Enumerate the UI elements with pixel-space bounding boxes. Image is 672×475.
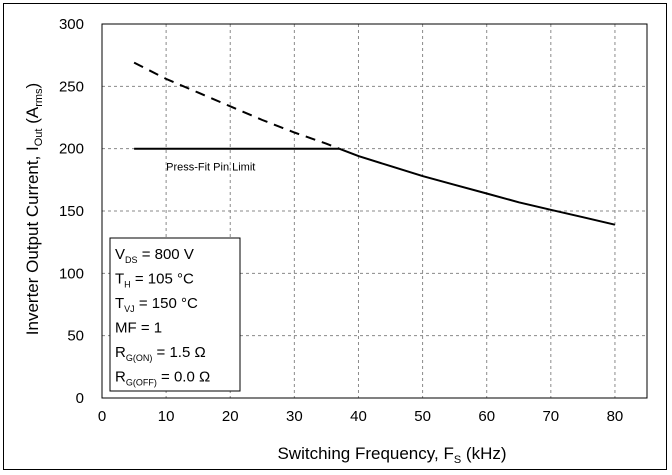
y-tick-label: 0 [76,390,84,407]
x-tick-label: 80 [607,408,624,425]
series-line-3 [338,147,616,226]
conditions-line: MF = 1 [115,320,162,337]
y-tick-label: 300 [59,16,84,33]
x-tick-label: 30 [286,408,303,425]
x-tick-label: 20 [222,408,239,425]
tick-layer: 0 10 20 30 40 50 60 70 80 0 50 100 150 200 250 300 [59,16,623,425]
y-tick-label: 50 [67,328,84,345]
x-tick-label: 0 [98,408,106,425]
x-axis-label: Switching Frequency, FS (kHz) [277,444,506,466]
x-tick-label: 10 [158,408,175,425]
conditions-box [109,237,241,392]
x-tick-label: 70 [542,408,559,425]
annotation-layer: Press-Fit Pin Limit [166,161,255,173]
conditions-line: RG(ON) = 1.5 Ω [115,344,206,363]
series-line-1 [133,61,340,150]
plot-area-border [101,23,648,399]
y-tick-label: 100 [59,265,84,282]
press-fit-annotation: Press-Fit Pin Limit [166,161,255,173]
y-axis-label: Inverter Output Current, IOut (Arms) [23,83,45,335]
y-tick-label: 150 [59,203,84,220]
x-tick-label: 60 [478,408,495,425]
conditions-line: TVJ = 150 °C [115,295,198,314]
x-tick-label: 50 [414,408,431,425]
chart-frame [3,3,667,470]
conditions-line: TH = 105 °C [115,271,194,290]
x-tick-label: 40 [350,408,367,425]
conditions-line: RG(OFF) = 0.0 Ω [115,369,210,388]
legend-box: VDS = 800 V TH = 105 °C TVJ = 150 °C MF = 1… [109,237,241,392]
series-layer [133,61,616,226]
y-tick-label: 200 [59,141,84,158]
y-tick-label: 250 [59,78,84,95]
conditions-line: VDS = 800 V [115,246,194,265]
